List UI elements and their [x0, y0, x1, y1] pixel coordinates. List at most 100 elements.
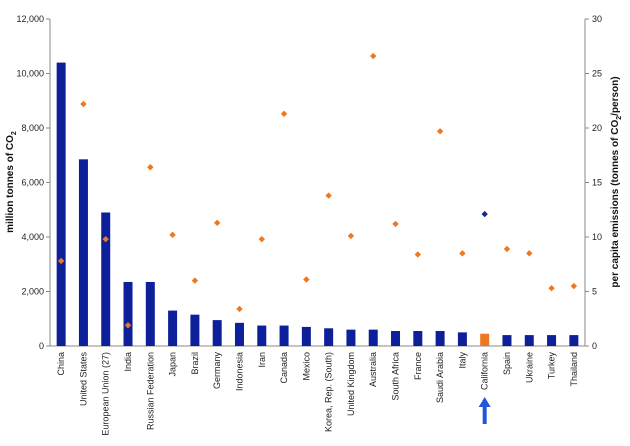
y-axis-title-right-post: /person)	[610, 76, 621, 115]
x-tick-label: United States	[78, 352, 88, 407]
data-point	[102, 235, 109, 243]
data-point	[325, 192, 332, 199]
x-tick-labels: China United States European Union (27) Ind…	[56, 352, 579, 436]
y-axis-title-left: million tonnes of CO2	[5, 131, 18, 233]
y-tick-label-right: 10	[592, 232, 602, 242]
y-tick-label-right: 15	[592, 178, 602, 188]
y-tick-label-right: 25	[592, 69, 602, 79]
bar	[324, 328, 334, 346]
x-tick-label: China	[56, 352, 66, 376]
bar	[56, 62, 66, 346]
bar	[480, 333, 490, 346]
x-tick-label: California	[480, 352, 490, 390]
data-point	[347, 232, 355, 240]
highlight-arrow-head	[478, 397, 491, 407]
data-point	[503, 245, 511, 253]
x-tick-label: Italy	[457, 352, 467, 369]
highlight-arrow-shaft	[482, 406, 487, 424]
data-point	[124, 322, 132, 329]
data-point	[213, 219, 221, 227]
bar	[190, 314, 200, 346]
x-tick-label: Thailand	[569, 352, 579, 387]
data-point	[459, 250, 466, 257]
data-point	[191, 277, 199, 284]
data-point	[548, 285, 555, 292]
x-tick-label: Mexico	[301, 352, 311, 381]
y-tick-label-left: 12,000	[16, 14, 44, 24]
y-tick-label-right: 0	[592, 341, 597, 351]
x-tick-label: Spain	[502, 352, 512, 375]
bar	[457, 332, 467, 346]
bar	[168, 310, 178, 346]
x-tick-label: India	[123, 352, 133, 372]
bar	[212, 320, 222, 346]
data-point	[303, 276, 310, 283]
x-tick-label: Ukraine	[524, 352, 534, 383]
data-point	[80, 100, 87, 108]
x-tick-label: Russian Federation	[145, 352, 155, 430]
y-axis-title-left-main: million tonnes of CO	[5, 135, 16, 233]
bar	[123, 281, 133, 346]
x-tick-label: Brazil	[190, 352, 200, 375]
bar	[569, 335, 579, 346]
y-tick-label-left: 2,000	[21, 287, 44, 297]
y-ticks-left: 0 2,000 4,000 6,000 8,000 10,000 12,000	[16, 14, 50, 351]
data-point	[147, 164, 154, 171]
bar	[435, 331, 445, 346]
y-axis-title-right-pre: per capita emissions (tonnes of CO	[610, 120, 621, 288]
x-tick-label: Japan	[168, 352, 178, 377]
x-tick-label: France	[413, 352, 423, 380]
bar	[413, 331, 423, 346]
bar	[346, 329, 356, 346]
bar	[301, 326, 311, 346]
y-tick-label-right: 20	[592, 123, 602, 133]
x-tick-label: Saudi Arabia	[435, 352, 445, 403]
y-tick-label-left: 6,000	[21, 178, 44, 188]
x-tick-label: Canada	[279, 352, 289, 384]
x-tick-label: Korea, Rep. (South)	[324, 352, 334, 432]
y-ticks-right: 0 5 10 15 20 25 30	[585, 14, 602, 351]
x-tick-label: Turkey	[547, 352, 557, 380]
y-tick-label-left: 0	[39, 341, 44, 351]
bar-series	[56, 62, 579, 346]
y-tick-label-left: 8,000	[21, 123, 44, 133]
data-point	[57, 257, 65, 265]
y-tick-label-left: 4,000	[21, 232, 44, 242]
x-tick-label: Iran	[257, 352, 267, 368]
y-axis-title-right: per capita emissions (tonnes of CO2/pers…	[610, 76, 623, 287]
bar	[368, 329, 378, 346]
y-axis-title-left-sub: 2	[11, 131, 18, 135]
data-point	[526, 250, 533, 257]
data-point	[236, 305, 243, 313]
bar	[279, 325, 289, 346]
bar	[547, 335, 557, 346]
bar	[78, 159, 88, 346]
point-series	[57, 52, 578, 329]
data-point	[258, 235, 265, 243]
bar	[257, 325, 267, 346]
data-point	[169, 231, 176, 239]
data-point	[280, 110, 288, 118]
highlight-marker	[478, 397, 491, 424]
data-point	[436, 128, 444, 135]
x-tick-label: Indonesia	[234, 352, 244, 391]
bar	[391, 331, 401, 346]
x-tick-label: Australia	[368, 352, 378, 387]
data-point	[414, 251, 422, 258]
x-tick-label: Germany	[212, 352, 222, 390]
x-tick-label: European Union (27)	[101, 352, 111, 436]
y-axis-title-right-sub: 2	[616, 116, 623, 120]
y-tick-label-right: 30	[592, 14, 602, 24]
bar	[101, 212, 111, 346]
data-point	[481, 210, 488, 218]
data-point	[570, 282, 578, 290]
x-tick-label: United Kingdom	[346, 352, 356, 416]
bar	[502, 335, 512, 346]
data-point	[370, 52, 377, 60]
x-tick-label: South Africa	[391, 352, 401, 401]
bar	[145, 281, 155, 346]
y-tick-label-right: 5	[592, 287, 597, 297]
bar	[524, 335, 534, 346]
